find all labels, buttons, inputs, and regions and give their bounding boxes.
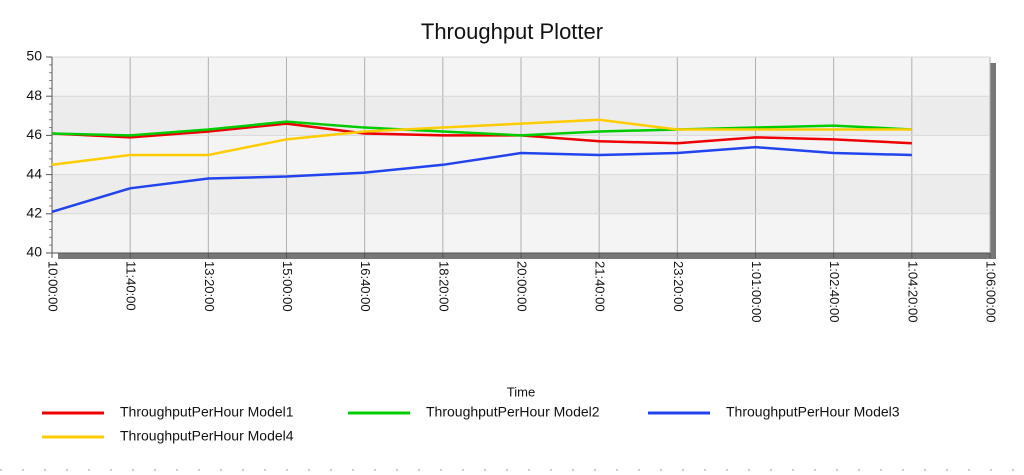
legend-label: ThroughputPerHour Model4	[120, 428, 294, 444]
x-tick-label: 16:40:00	[358, 261, 373, 312]
x-axis-label: Time	[507, 384, 535, 399]
x-tick-label: 21:40:00	[593, 261, 608, 312]
x-tick-label: 23:20:00	[671, 261, 686, 312]
x-tick-label: 11:40:00	[124, 261, 139, 311]
legend-label: ThroughputPerHour Model1	[120, 404, 294, 420]
x-tick-label: 1:04:20:00	[905, 261, 920, 322]
x-tick-label: 15:00:00	[280, 261, 295, 312]
plot-shadow	[58, 253, 996, 259]
legend-label: ThroughputPerHour Model2	[426, 404, 600, 420]
x-tick-label: 1:01:00:00	[749, 261, 764, 322]
x-tick-label: 18:20:00	[436, 261, 451, 312]
legend-label: ThroughputPerHour Model3	[726, 404, 900, 420]
x-tick-label: 1:02:40:00	[827, 261, 842, 322]
y-tick-label: 46	[26, 126, 42, 142]
x-tick-label: 13:20:00	[202, 261, 217, 312]
series-line	[51, 122, 912, 145]
series-line	[51, 118, 912, 167]
x-tick-label: 10:00:00	[46, 261, 61, 312]
y-tick-label: 42	[26, 205, 42, 221]
y-tick-label: 44	[26, 165, 42, 181]
y-tick-label: 50	[26, 48, 42, 64]
y-tick-label: 40	[26, 244, 42, 260]
y-tick-label: 48	[26, 87, 42, 103]
plot-shadow	[990, 63, 996, 259]
x-tick-label: 20:00:00	[515, 261, 530, 312]
series-line	[51, 145, 912, 214]
series-line	[51, 120, 912, 137]
chart-title: Throughput Plotter	[421, 19, 603, 44]
x-tick-label: 1:06:00:00	[984, 261, 999, 322]
